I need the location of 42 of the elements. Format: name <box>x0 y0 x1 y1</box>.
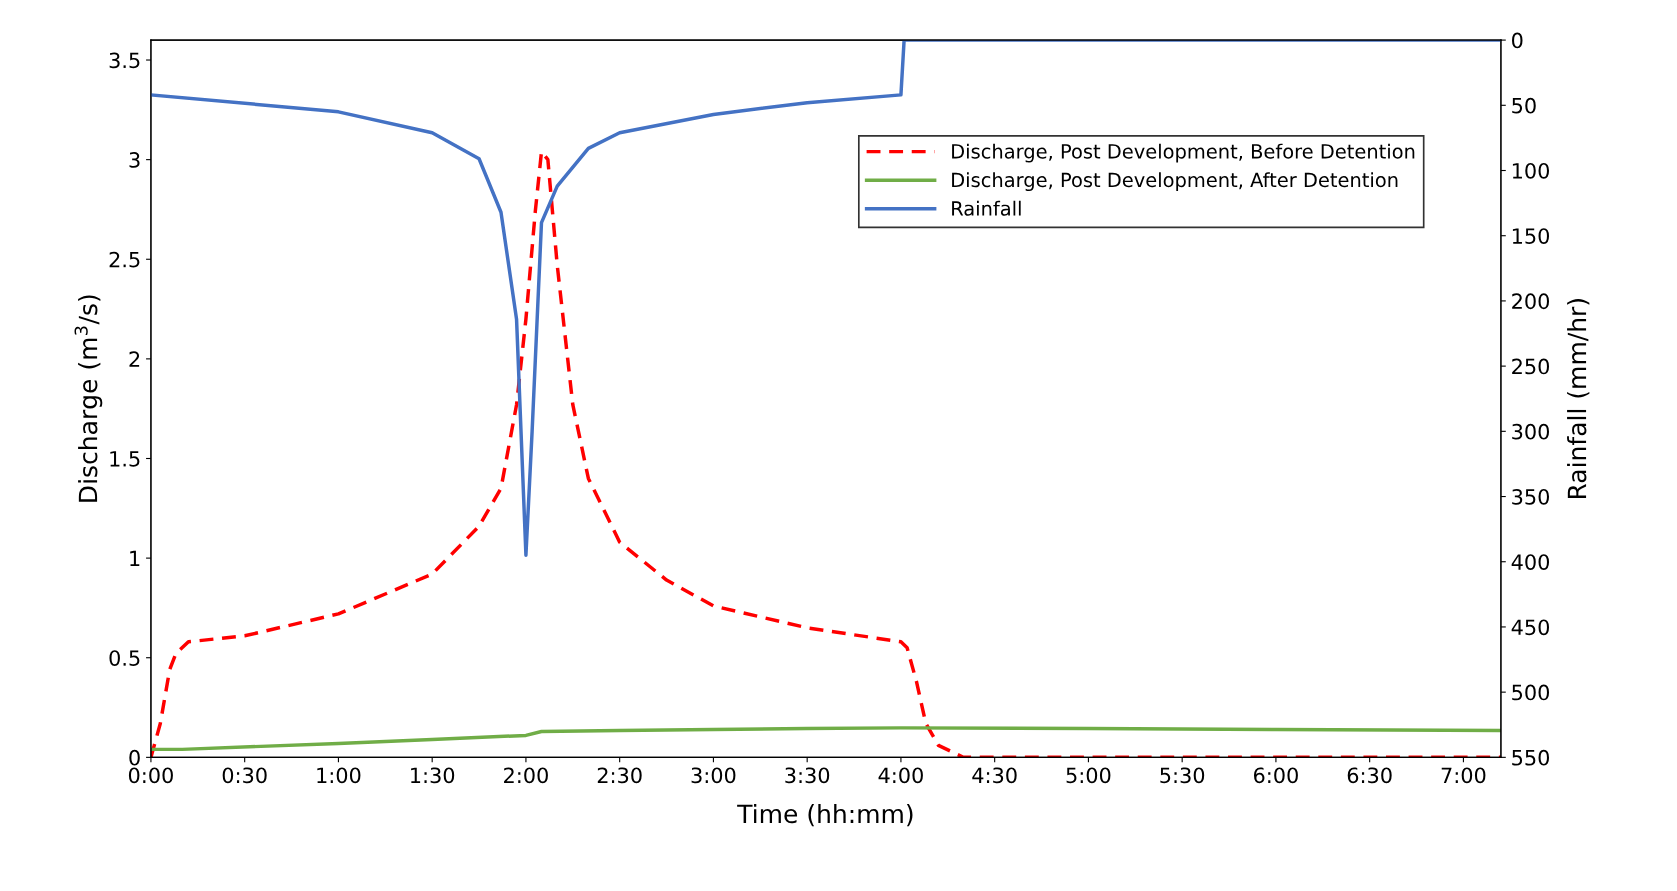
y2-tick-label: 150 <box>1512 228 1550 244</box>
y2-tick-label: 550 <box>1512 749 1550 766</box>
x-tick-label: 1:00 <box>317 767 361 784</box>
y2-tick-label: 250 <box>1512 358 1550 375</box>
y-tick-label: 3.5 <box>109 52 140 69</box>
y2-tick-label: 0 <box>1512 32 1523 49</box>
x-tick-label: 2:30 <box>597 767 642 784</box>
x-tick-label: 4:00 <box>878 767 923 784</box>
y2-tick-label: 500 <box>1512 684 1550 701</box>
y2-tick-label: 50 <box>1512 97 1536 114</box>
x-tick-label: 5:30 <box>1160 767 1205 784</box>
x-tick-label: 0:00 <box>128 767 173 784</box>
y2-tick-label: 200 <box>1512 293 1550 310</box>
y2-tick-label: 400 <box>1511 554 1550 570</box>
y2-tick-label: 300 <box>1512 423 1550 440</box>
y-tick-label: 3 <box>129 152 140 168</box>
x-axis-title: Time (hh:mm) <box>737 803 913 827</box>
x-tick-label: 4:30 <box>972 767 1017 784</box>
x-tick-label: 2:00 <box>504 767 548 784</box>
y-axis-title: Discharge (m$^{3}$/s) <box>74 295 103 502</box>
y2-tick-label: 450 <box>1511 619 1550 636</box>
x-tick-label: 0:30 <box>222 767 267 784</box>
y2-axis-title: Rainfall (mm/hr) <box>1567 299 1590 499</box>
legend-label: Discharge, Post Development, After Detention <box>952 172 1398 192</box>
y-tick-label: 2 <box>129 351 140 367</box>
x-tick-label: 7:00 <box>1441 767 1486 784</box>
line-series <box>150 726 1501 752</box>
y2-tick-label: 100 <box>1512 162 1550 179</box>
x-tick-label: 3:00 <box>691 767 736 784</box>
y-tick-label: 1 <box>130 550 140 567</box>
y-tick-label: 1.5 <box>110 451 140 467</box>
x-tick-label: 5:00 <box>1066 767 1111 784</box>
x-tick-label: 6:00 <box>1253 767 1298 784</box>
y2-tick-label: 350 <box>1512 488 1550 505</box>
y-tick-label: 0.5 <box>109 650 140 666</box>
x-tick-label: 1:30 <box>411 767 455 784</box>
legend-label: Rainfall <box>952 200 1021 216</box>
legend-label: Discharge, Post Development, Before Detention <box>952 143 1415 163</box>
y-tick-label: 0 <box>129 749 140 766</box>
y-tick-label: 2.5 <box>109 251 140 268</box>
x-tick-label: 6:30 <box>1347 767 1392 784</box>
x-tick-label: 3:30 <box>785 767 830 784</box>
